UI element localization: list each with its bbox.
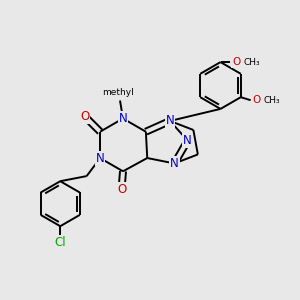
Text: N: N <box>166 115 174 128</box>
Text: CH₃: CH₃ <box>264 96 280 105</box>
Text: O: O <box>232 57 241 67</box>
Text: N: N <box>96 152 104 165</box>
Text: O: O <box>117 183 126 196</box>
Text: methyl: methyl <box>103 88 134 97</box>
Text: N: N <box>183 134 192 147</box>
Text: N: N <box>170 157 179 170</box>
Text: Cl: Cl <box>54 236 66 249</box>
Text: O: O <box>253 95 261 105</box>
Text: N: N <box>118 112 127 125</box>
Text: O: O <box>80 110 89 123</box>
Text: CH₃: CH₃ <box>244 58 260 67</box>
